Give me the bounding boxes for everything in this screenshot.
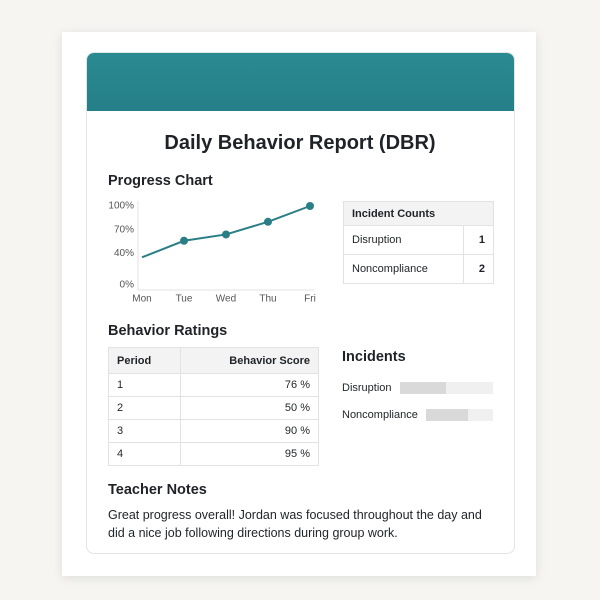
y-tick-label: 70%: [114, 224, 134, 235]
cell: 90 %: [180, 419, 319, 443]
table-row: 3 90 %: [107, 419, 319, 443]
cell: 4: [107, 442, 182, 466]
bar-row: Disruption: [342, 381, 493, 395]
section-title: Teacher Notes: [108, 482, 207, 498]
point: [180, 236, 188, 245]
point: [222, 230, 230, 239]
bar-track: [425, 409, 493, 421]
bar: [399, 382, 447, 394]
report-panel: [86, 52, 515, 554]
bar: [425, 409, 469, 421]
table-row: Disruption 1: [342, 225, 494, 255]
cell: 2: [107, 396, 182, 420]
cell: Disruption: [342, 225, 465, 255]
section-title: Behavior Ratings: [108, 323, 228, 339]
bar-label: Noncompliance: [342, 409, 418, 421]
y-tick-label: 0%: [120, 280, 135, 291]
report-title: Daily Behavior Report (DBR): [164, 132, 436, 154]
column-header: Period: [107, 347, 182, 374]
bar-track: [399, 382, 493, 394]
progress-chart: 0% 40% 70% 100% Mon Tue Wed Thu Fri: [108, 201, 316, 305]
point: [264, 217, 272, 226]
table-row: Noncompliance 2: [342, 254, 494, 284]
bar-label: Disruption: [342, 382, 392, 394]
chart-title: Progress Chart: [108, 173, 213, 189]
notes-text: Great progress overall! Jordan was focus…: [108, 508, 482, 540]
x-tick-label: Thu: [259, 294, 276, 305]
y-tick-label: 40%: [114, 248, 134, 259]
cell: 2: [463, 254, 494, 284]
cell: Noncompliance: [342, 254, 465, 284]
table-row: 1 76 %: [107, 373, 319, 397]
y-tick-label: 100%: [108, 201, 134, 212]
incident-counts-table: Incident Counts Disruption 1 Noncompliance…: [342, 201, 494, 284]
x-tick-label: Mon: [132, 294, 151, 305]
cell: 1: [107, 373, 182, 397]
table-row: 2 50 %: [107, 396, 319, 420]
cell: 50 %: [180, 396, 319, 420]
column-header: Behavior Score: [180, 347, 319, 374]
incidents-chart: Disruption Noncompliance: [342, 381, 493, 435]
cell: 1: [463, 225, 494, 255]
table-title: Incident Counts: [343, 201, 494, 226]
cell: 95 %: [180, 442, 319, 466]
x-tick-label: Tue: [176, 294, 193, 305]
bar-row: Noncompliance: [342, 408, 493, 422]
chart-title: Incidents: [342, 349, 406, 365]
cell: 76 %: [180, 373, 319, 397]
cell: 3: [107, 419, 182, 443]
behavior-ratings-table: Period Behavior Score 1 76 % 2 50 % 3 90 % 4 95 …: [107, 347, 319, 466]
header-band: [87, 53, 514, 111]
table-row: 4 95 %: [107, 442, 319, 466]
x-tick-label: Wed: [216, 294, 236, 305]
x-tick-label: Fri: [304, 294, 316, 305]
point: [306, 202, 314, 210]
